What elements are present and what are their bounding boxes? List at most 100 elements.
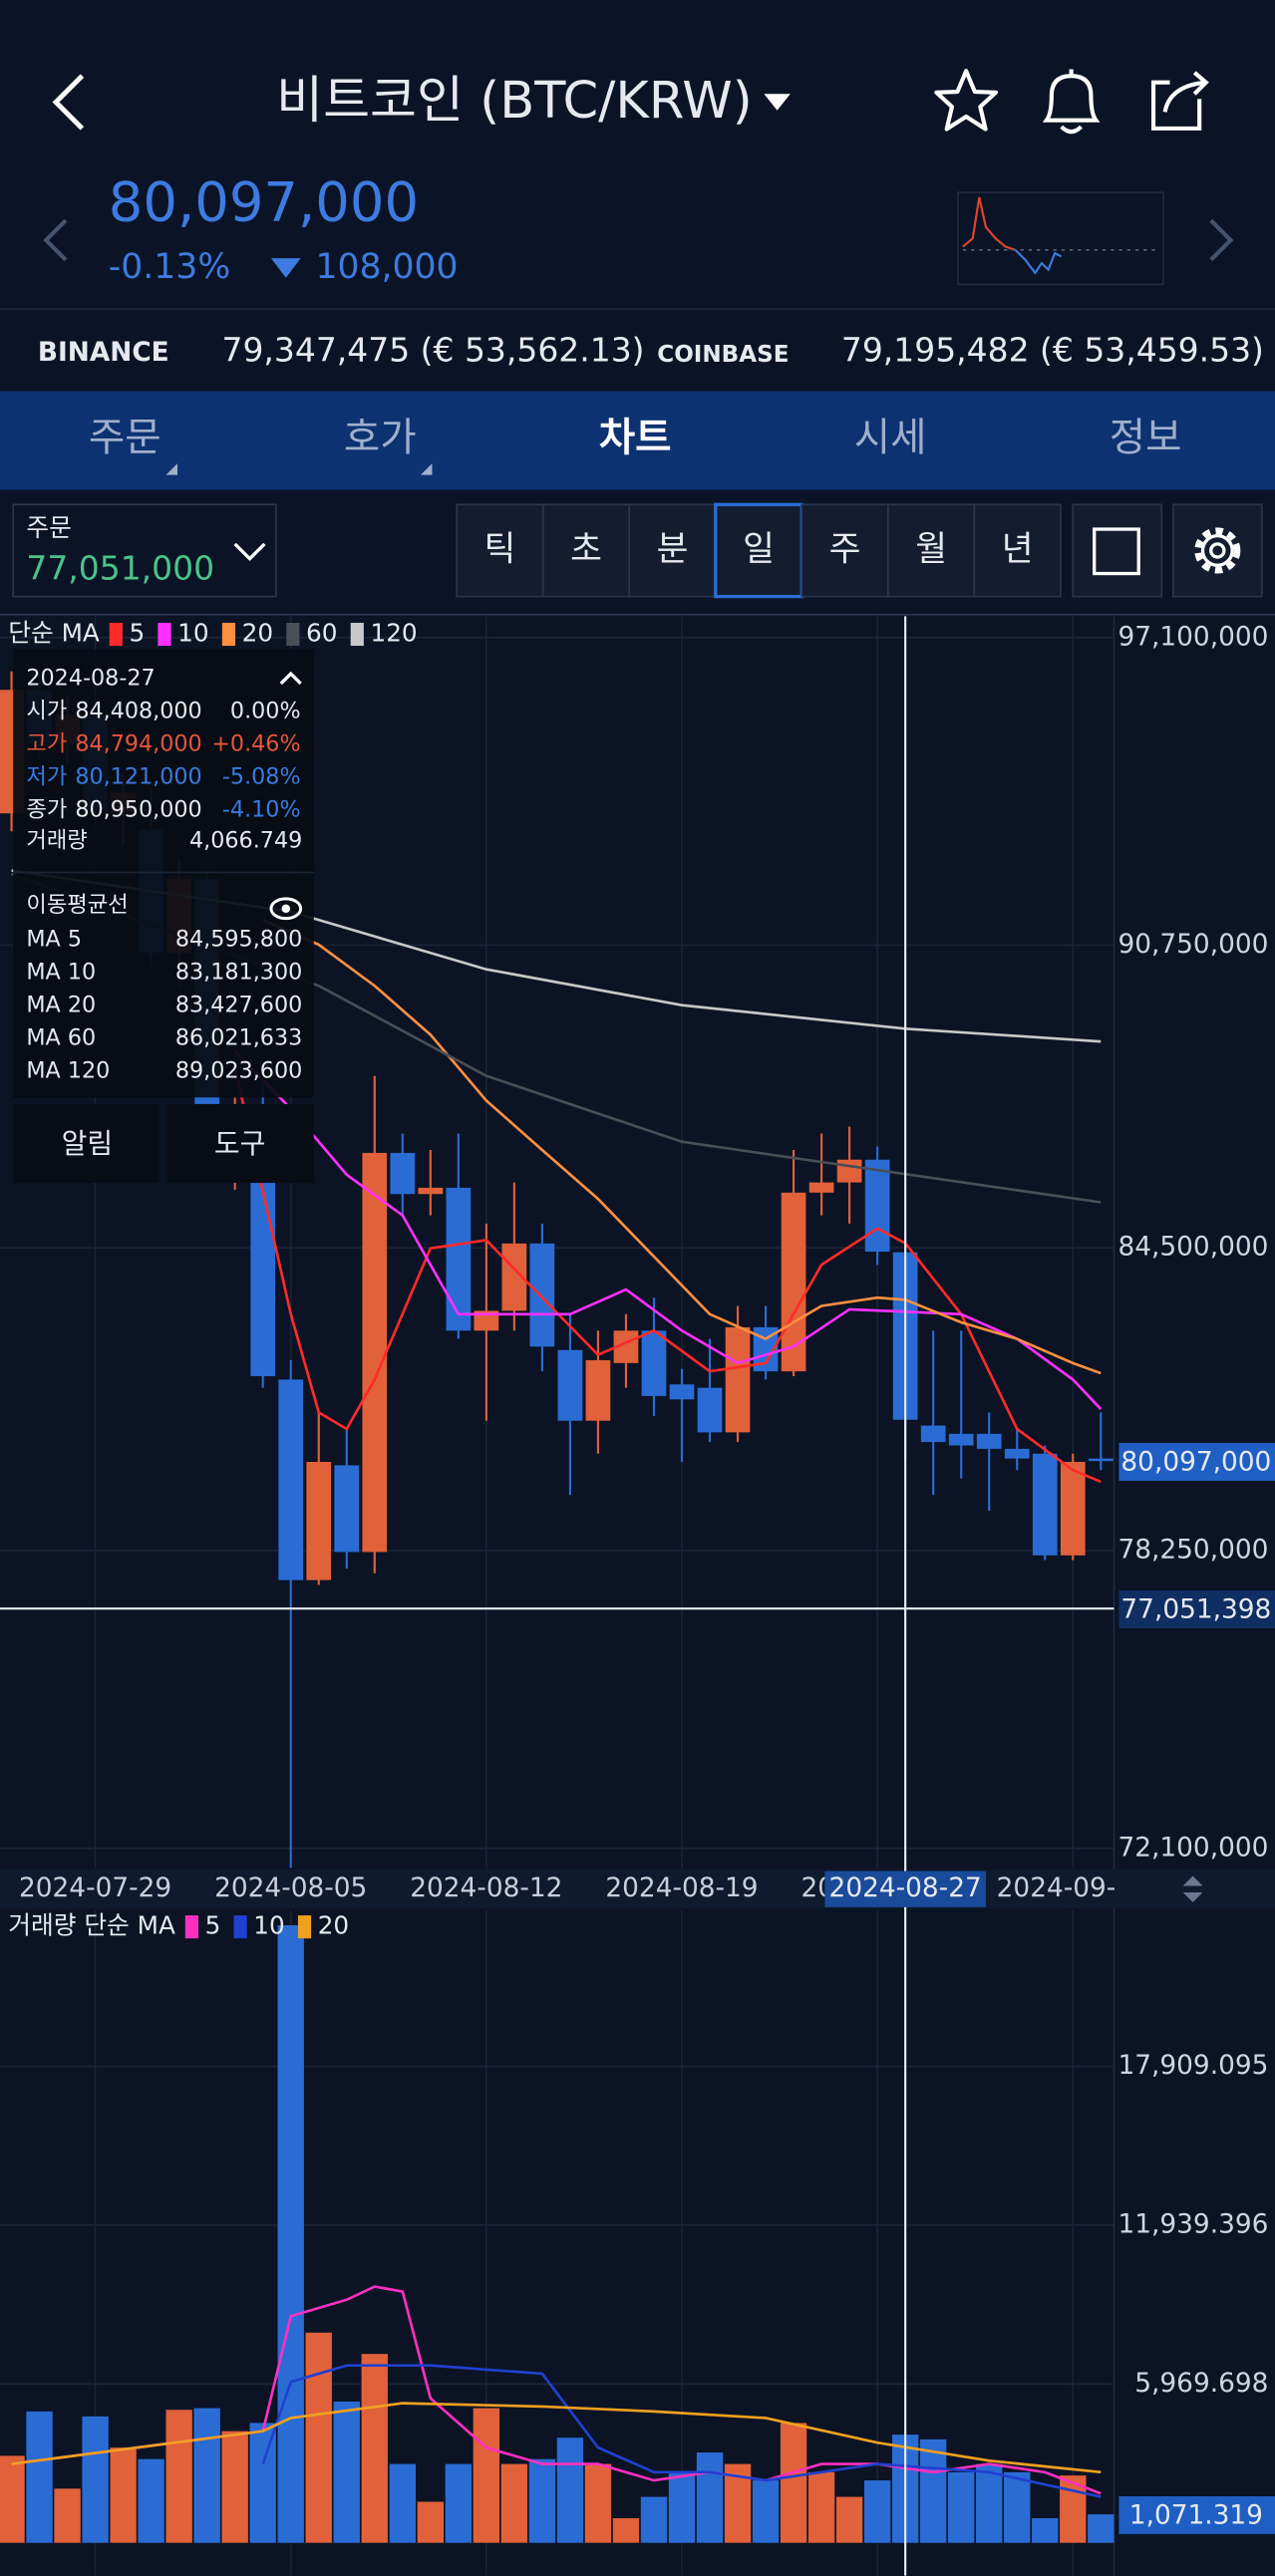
- info-label: 시가: [26, 698, 67, 723]
- y-tick-label: 84,500,000: [1117, 1233, 1268, 1263]
- candle-body: [1088, 1458, 1114, 1462]
- tab-indicator: [420, 463, 433, 475]
- candle-body: [474, 1310, 499, 1331]
- mini-chart-line: [1014, 249, 1063, 275]
- volume-bar: [82, 2416, 109, 2543]
- date-axis: [0, 1868, 1275, 1909]
- gear-ring: [1200, 533, 1234, 567]
- volume-bar: [1088, 2514, 1115, 2543]
- current-price: 80,097,000: [109, 170, 419, 233]
- visibility-icon[interactable]: [269, 897, 303, 921]
- ma-value: 89,023,600: [175, 1057, 302, 1083]
- volume-bar: [417, 2501, 445, 2543]
- crosshair-label: 77,051,398: [1120, 1594, 1271, 1624]
- ma-value: 83,427,600: [175, 993, 302, 1018]
- volume-bar: [807, 2471, 835, 2543]
- order-box[interactable]: [12, 503, 277, 598]
- y-tick-label: 97,100,000: [1117, 622, 1268, 652]
- legend-label: 5: [205, 1911, 221, 1940]
- interval-button[interactable]: [628, 503, 717, 598]
- last-volume-tag: [1118, 2495, 1275, 2534]
- info-change: -5.08%: [222, 763, 301, 789]
- change-rate: -0.13%: [109, 247, 230, 287]
- volume-bar: [528, 2458, 556, 2543]
- alarm-icon[interactable]: [1042, 69, 1101, 135]
- resize-icon[interactable]: [1182, 1892, 1203, 1902]
- volume-bar: [640, 2496, 668, 2543]
- tab[interactable]: 정보: [1110, 416, 1182, 461]
- change-amount: 108,000: [315, 247, 458, 287]
- volume-bar: [333, 2401, 360, 2543]
- volume-bar: [26, 2411, 53, 2543]
- legend-swatch: [184, 1915, 198, 1939]
- volume-bar: [584, 2463, 612, 2543]
- interval-label: 주: [829, 529, 861, 569]
- ma-label: MA 120: [26, 1057, 110, 1083]
- candle-body: [948, 1433, 974, 1446]
- volume-bar: [221, 2431, 248, 2543]
- prev-button[interactable]: [43, 218, 68, 262]
- volume-bar: [500, 2463, 528, 2543]
- alert-button[interactable]: [13, 1103, 159, 1184]
- candle-body: [781, 1192, 806, 1372]
- x-tick-label: 2024-09-02: [997, 1873, 1149, 1903]
- candle-body: [362, 1152, 388, 1553]
- resize-icon[interactable]: [1182, 1875, 1203, 1886]
- legend-swatch: [350, 622, 364, 647]
- info-change: +0.46%: [211, 730, 300, 756]
- tab[interactable]: 차트: [599, 416, 672, 461]
- x-tick-label: 2024-08-19: [605, 1873, 758, 1903]
- square-button[interactable]: [1072, 503, 1163, 598]
- ma-title: 이동평균선: [26, 892, 128, 918]
- tab[interactable]: 시세: [854, 416, 927, 461]
- volume-bar: [193, 2408, 220, 2543]
- title[interactable]: 비트코인 (BTC/KRW): [276, 72, 753, 131]
- dropdown-icon[interactable]: [764, 94, 791, 111]
- info-value: 84,408,000: [75, 698, 201, 723]
- candle-body: [864, 1159, 890, 1253]
- alert-label: 알림: [62, 1127, 114, 1160]
- interval-button[interactable]: [887, 503, 976, 598]
- next-button[interactable]: [1209, 218, 1234, 262]
- volume-bar: [54, 2488, 81, 2543]
- info-label: 고가: [26, 730, 67, 756]
- volume-bar: [165, 2410, 192, 2543]
- interval-label: 년: [1002, 529, 1034, 569]
- tab[interactable]: 호가: [344, 416, 417, 461]
- order-chevron[interactable]: [233, 542, 266, 562]
- interval-button[interactable]: [541, 503, 631, 598]
- share-icon[interactable]: [1150, 71, 1209, 131]
- interval-button[interactable]: [714, 502, 803, 599]
- ma-line: [11, 2402, 1102, 2474]
- settings-button[interactable]: [1171, 503, 1263, 598]
- legend-swatch: [221, 622, 236, 647]
- tab[interactable]: 주문: [89, 416, 161, 461]
- favorite-icon[interactable]: [934, 69, 999, 132]
- exchange-price: 79,195,482 (€ 53,459.53): [841, 331, 1264, 370]
- collapse-icon[interactable]: [279, 671, 302, 686]
- ma-label: MA 60: [26, 1024, 96, 1050]
- legend-label: 120: [370, 619, 417, 648]
- candle-body: [585, 1359, 611, 1421]
- candle-body: [697, 1387, 723, 1433]
- tab-indicator: [165, 463, 178, 475]
- tool-button[interactable]: [167, 1103, 314, 1184]
- y-tick-label: 17,909.095: [1117, 2051, 1268, 2081]
- interval-label: 분: [657, 529, 689, 569]
- ma-value: 86,021,633: [175, 1024, 302, 1050]
- volume-plot: [0, 1924, 1115, 2543]
- gear-center: [1209, 542, 1226, 559]
- candle-body: [278, 1379, 304, 1580]
- legend-swatch: [233, 1915, 247, 1939]
- candle-body: [836, 1159, 862, 1183]
- interval-button[interactable]: [973, 503, 1062, 598]
- volume-bar: [445, 2463, 473, 2543]
- info-value: 84,794,000: [75, 730, 201, 756]
- volume-bar: [863, 2480, 891, 2543]
- ma-label: MA 5: [26, 927, 82, 953]
- candle-body: [529, 1243, 555, 1347]
- legend-label: 10: [177, 619, 208, 648]
- interval-label: 월: [915, 529, 947, 569]
- back-button[interactable]: [52, 74, 85, 131]
